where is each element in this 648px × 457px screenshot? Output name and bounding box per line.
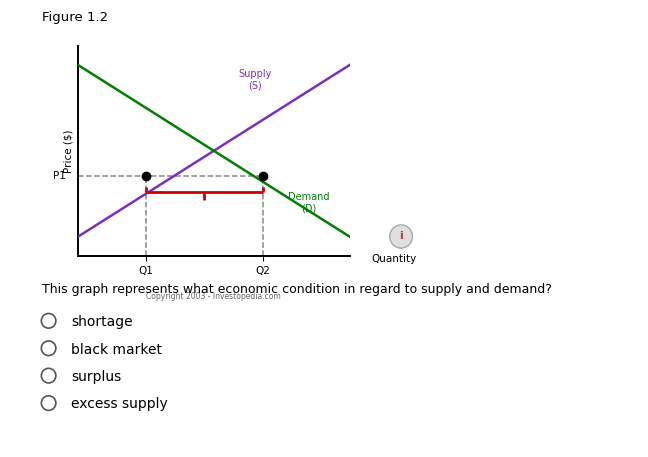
Text: i: i bbox=[399, 232, 403, 241]
Text: This graph represents what economic condition in regard to supply and demand?: This graph represents what economic cond… bbox=[42, 283, 552, 296]
Text: P1: P1 bbox=[52, 170, 65, 181]
Text: Supply
(S): Supply (S) bbox=[238, 69, 272, 91]
Text: shortage: shortage bbox=[71, 315, 133, 329]
Y-axis label: Price ($): Price ($) bbox=[64, 129, 74, 173]
Circle shape bbox=[390, 225, 412, 248]
Text: Demand
(D): Demand (D) bbox=[288, 191, 330, 213]
Text: excess supply: excess supply bbox=[71, 398, 168, 411]
Text: Quantity: Quantity bbox=[372, 254, 417, 264]
Text: surplus: surplus bbox=[71, 370, 122, 384]
Text: Figure 1.2: Figure 1.2 bbox=[42, 11, 108, 24]
Text: black market: black market bbox=[71, 343, 162, 356]
Text: Copyright 2003 - Investopedia.com: Copyright 2003 - Investopedia.com bbox=[146, 292, 281, 301]
